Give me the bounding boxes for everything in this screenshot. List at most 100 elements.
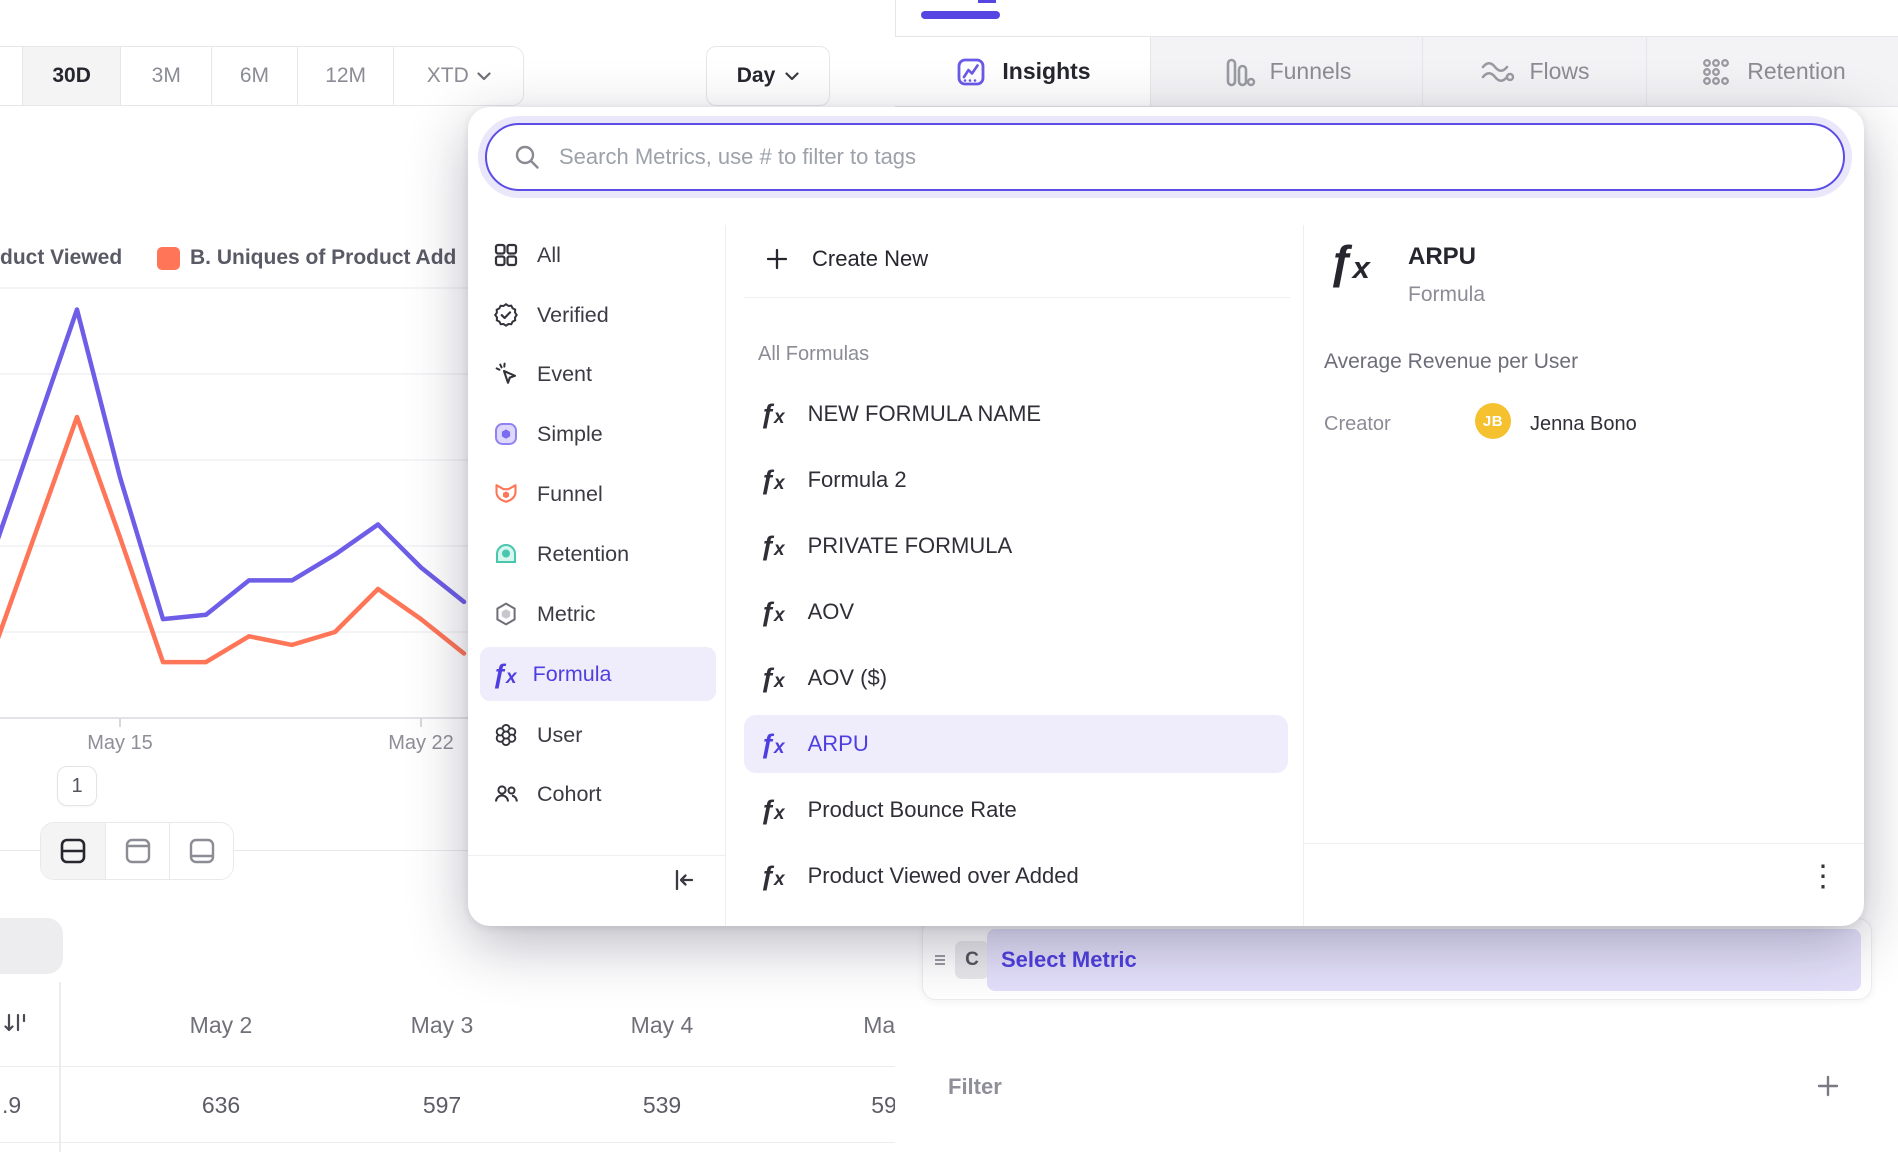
formula-item[interactable]: ƒx Formula 2 xyxy=(744,451,1288,509)
category-cohort[interactable]: Cohort xyxy=(480,767,716,821)
formula-item[interactable]: ƒx Product Bounce Rate xyxy=(744,781,1288,839)
time-range-xtd-label: XTD xyxy=(426,64,469,87)
category-simple[interactable]: Simple xyxy=(480,407,716,461)
time-range-control: 30D 3M 6M 12M XTD xyxy=(0,46,524,106)
category-label: Formula xyxy=(532,661,612,686)
select-metric-label: Select Metric xyxy=(1001,947,1137,972)
funnels-bars-icon xyxy=(1226,58,1255,86)
category-retention[interactable]: Retention xyxy=(480,527,716,581)
table-cell: 539 xyxy=(642,1092,682,1118)
layout-split-button[interactable] xyxy=(41,823,105,879)
filter-section-label: Filter xyxy=(948,1074,1002,1099)
add-filter-button[interactable] xyxy=(1814,1072,1842,1100)
collapse-sidebar-icon[interactable] xyxy=(668,865,698,895)
formula-item[interactable]: ƒx Product Viewed over Added xyxy=(744,847,1288,905)
category-verified[interactable]: Verified xyxy=(480,288,716,342)
create-new-button[interactable]: Create New xyxy=(744,235,1288,283)
formula-item[interactable]: ƒx PRIVATE FORMULA xyxy=(744,517,1288,575)
time-range-xtd[interactable]: XTD xyxy=(393,47,523,105)
legend-item-a[interactable]: duct Viewed xyxy=(0,246,123,269)
retention-dots-icon xyxy=(1703,58,1730,85)
category-funnel[interactable]: Funnel xyxy=(480,467,716,521)
category-label: Retention xyxy=(537,541,630,566)
modal-column-divider xyxy=(725,225,726,926)
legend-item-b[interactable]: B. Uniques of Product Add xyxy=(190,246,457,269)
top-panel-icon xyxy=(125,838,150,864)
formula-fx-icon: ƒx xyxy=(1328,236,1370,288)
formula-fx-icon: ƒx xyxy=(760,464,785,495)
formula-item-label: Product Bounce Rate xyxy=(807,797,1017,822)
time-range-3m-label: 3M xyxy=(151,64,181,87)
sort-descending-icon[interactable] xyxy=(2,1010,30,1038)
search-input[interactable] xyxy=(559,144,1817,170)
metric-hexagon-icon xyxy=(496,602,516,626)
time-range-3m[interactable]: 3M xyxy=(120,47,212,105)
formula-item-label: ARPU xyxy=(807,731,869,756)
metric-picker-modal: All Verified Event Simple Funnel Retenti… xyxy=(468,107,1864,926)
formula-fx-icon: ƒx xyxy=(760,662,785,693)
formula-item[interactable]: ƒx AOV xyxy=(744,583,1288,641)
formula-item-label: NEW FORMULA NAME xyxy=(807,401,1042,426)
legend-swatch-b xyxy=(157,247,180,270)
table-cell: 636 xyxy=(201,1092,241,1118)
chevron-down-icon xyxy=(785,71,799,80)
series-tab[interactable] xyxy=(0,918,63,974)
formula-item[interactable]: ƒx AOV ($) xyxy=(744,649,1288,707)
tab-funnels[interactable]: Funnels xyxy=(1150,37,1422,106)
category-label: Funnel xyxy=(537,481,603,506)
tab-flows[interactable]: Flows xyxy=(1422,37,1646,106)
formula-item[interactable]: ƒx NEW FORMULA NAME xyxy=(744,385,1288,443)
category-event[interactable]: Event xyxy=(480,347,716,401)
tab-insights-label: Insights xyxy=(1002,58,1091,84)
formula-item-selected[interactable]: ƒx ARPU xyxy=(744,715,1288,773)
detail-footer-divider xyxy=(1304,843,1864,844)
user-cluster-icon xyxy=(495,723,517,747)
chevron-down-icon xyxy=(477,71,491,80)
granularity-dropdown[interactable]: Day xyxy=(706,46,830,106)
time-range-partial[interactable] xyxy=(0,47,22,105)
select-metric-button[interactable]: Select Metric xyxy=(987,929,1861,991)
layout-top-button[interactable] xyxy=(105,823,169,879)
create-new-label: Create New xyxy=(812,246,929,271)
time-range-30d-label: 30D xyxy=(52,64,91,87)
table-header-may3[interactable]: May 3 xyxy=(410,1012,474,1038)
x-axis-label-may15: May 15 xyxy=(87,732,153,754)
category-user[interactable]: User xyxy=(480,708,716,762)
category-formula[interactable]: ƒx Formula xyxy=(480,647,716,701)
time-range-6m-label: 6M xyxy=(239,64,270,87)
metric-search xyxy=(485,123,1845,191)
tab-insights[interactable]: Insights xyxy=(895,37,1150,106)
kebab-menu-icon[interactable]: ⋮ xyxy=(1808,860,1838,893)
time-range-12m-label: 12M xyxy=(325,64,367,87)
event-cursor-icon xyxy=(495,362,517,384)
line-chart[interactable] xyxy=(0,270,470,730)
category-all[interactable]: All xyxy=(480,228,716,282)
category-metric[interactable]: Metric xyxy=(480,587,716,641)
formula-item-label: Formula 2 xyxy=(807,467,907,492)
table-row-divider xyxy=(0,1142,908,1143)
divider xyxy=(744,297,1290,298)
cohort-people-icon xyxy=(495,785,518,802)
drag-handle-icon[interactable] xyxy=(931,951,949,969)
layout-bottom-button[interactable] xyxy=(169,823,233,879)
table-header-may4[interactable]: May 4 xyxy=(630,1012,694,1038)
sidebar-footer-divider xyxy=(468,855,725,856)
category-label: Cohort xyxy=(537,781,602,806)
plus-icon xyxy=(766,248,788,270)
detail-title: ARPU xyxy=(1408,243,1477,270)
grid-icon xyxy=(494,243,518,267)
tab-retention[interactable]: Retention xyxy=(1646,37,1898,106)
time-range-6m[interactable]: 6M xyxy=(211,47,297,105)
formula-item-label: AOV ($) xyxy=(807,665,888,690)
category-label: User xyxy=(537,722,583,747)
table-header-may2[interactable]: May 2 xyxy=(189,1012,253,1038)
page-indicator[interactable]: 1 xyxy=(57,766,97,806)
time-range-12m[interactable]: 12M xyxy=(296,47,394,105)
table-cell-partial: .9 xyxy=(2,1092,22,1118)
layout-toggle-group xyxy=(40,822,234,880)
list-section-header: All Formulas xyxy=(758,343,870,365)
category-label: Metric xyxy=(537,601,596,626)
time-range-30d[interactable]: 30D xyxy=(21,47,121,105)
flows-wave-icon xyxy=(1482,61,1515,82)
creator-label: Creator xyxy=(1324,413,1391,435)
